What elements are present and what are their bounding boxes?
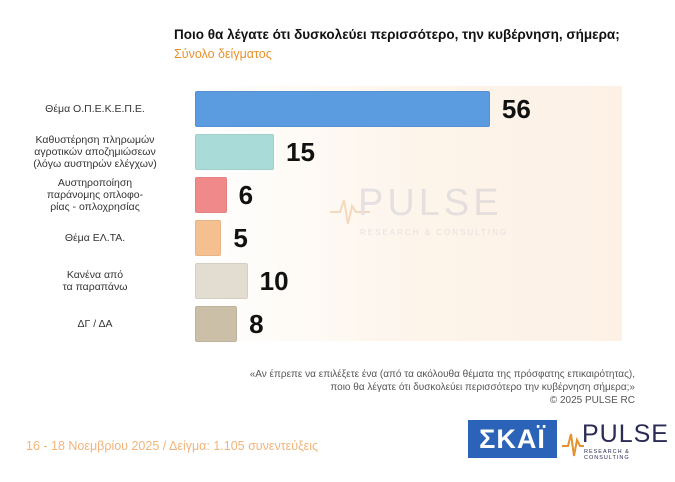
bar-value-label: 6 bbox=[238, 180, 254, 210]
category-label-line: ΔΓ / ΔΑ bbox=[77, 318, 113, 330]
category-label-line: Καθυστέρηση πληρωμών bbox=[35, 134, 155, 146]
bar-value-label: 5 bbox=[233, 223, 248, 253]
category-label-line: Θέμα ΕΛ.ΤΑ. bbox=[64, 232, 126, 244]
bar-value-label: 10 bbox=[259, 266, 289, 296]
bar bbox=[195, 306, 238, 342]
category-label: Κανένα από τα παραπάνω bbox=[10, 269, 180, 293]
pulse-logo-subtext: RESEARCH & CONSULTING bbox=[584, 449, 630, 461]
bar-value-label: 8 bbox=[249, 309, 264, 339]
pulse-watermark: PULSE RESEARCH & CONSULTING bbox=[330, 180, 550, 250]
pulse-logo: PULSE RESEARCH & CONSULTING bbox=[562, 420, 668, 461]
category-label: Θέμα Ο.Π.Ε.Κ.Ε.Π.Ε. bbox=[10, 103, 180, 115]
pulse-logo-text: PULSE bbox=[582, 420, 669, 448]
bar bbox=[195, 177, 227, 213]
bar-value-label: 56 bbox=[501, 94, 531, 124]
watermark-subtext: RESEARCH & CONSULTING bbox=[360, 228, 509, 237]
skai-logo: ΣΚΑΪ bbox=[468, 420, 557, 458]
question-note: «Αν έπρεπε να επιλέξετε ένα (από τα ακόλ… bbox=[175, 368, 635, 407]
bar bbox=[195, 263, 248, 299]
pulse-wave-icon bbox=[330, 199, 370, 225]
bar bbox=[195, 220, 222, 256]
bar bbox=[195, 134, 274, 170]
watermark-text: PULSE bbox=[358, 182, 503, 224]
category-label-line: τα παραπάνω bbox=[62, 281, 128, 293]
bar-value-label: 15 bbox=[286, 137, 315, 167]
category-label-line: παράνομης οπλοφο- bbox=[46, 189, 144, 201]
survey-footer: 16 - 18 Νοεμβρίου 2025 / Δείγμα: 1.105 σ… bbox=[26, 439, 319, 453]
note-line: «Αν έπρεπε να επιλέξετε ένα (από τα ακόλ… bbox=[249, 369, 635, 380]
chart-background bbox=[192, 86, 622, 341]
category-label-line: Θέμα Ο.Π.Ε.Κ.Ε.Π.Ε. bbox=[45, 103, 145, 115]
pulse-logo-wave-icon bbox=[562, 433, 584, 457]
category-label: Αυστηροποίηση παράνομης οπλοφο-ρίας - οπλ… bbox=[10, 177, 180, 213]
category-label: Θέμα ΕΛ.ΤΑ. bbox=[10, 232, 180, 244]
note-line: ποιο θα λέγατε ότι δυσκολεύει περισσότερ… bbox=[330, 382, 635, 393]
chart-title: Ποιο θα λέγατε ότι δυσκολεύει περισσότερ… bbox=[174, 27, 620, 42]
copyright-line: © 2025 PULSE RC bbox=[549, 395, 635, 406]
category-label-line: αγροτικών αποζημιώσεων bbox=[34, 146, 156, 158]
chart-subtitle: Σύνολο δείγματος bbox=[174, 47, 272, 61]
category-label: Καθυστέρηση πληρωμών αγροτικών αποζημιώσε… bbox=[10, 134, 180, 170]
category-label: ΔΓ / ΔΑ bbox=[10, 318, 180, 330]
category-label-line: (λόγω αυστηρών ελέγχων) bbox=[33, 158, 157, 170]
category-label-line: Κανένα από bbox=[66, 269, 124, 281]
category-label-line: ρίας - οπλοχρησίας bbox=[50, 201, 140, 213]
category-label-line: Αυστηροποίηση bbox=[57, 177, 133, 189]
bar bbox=[195, 91, 490, 127]
